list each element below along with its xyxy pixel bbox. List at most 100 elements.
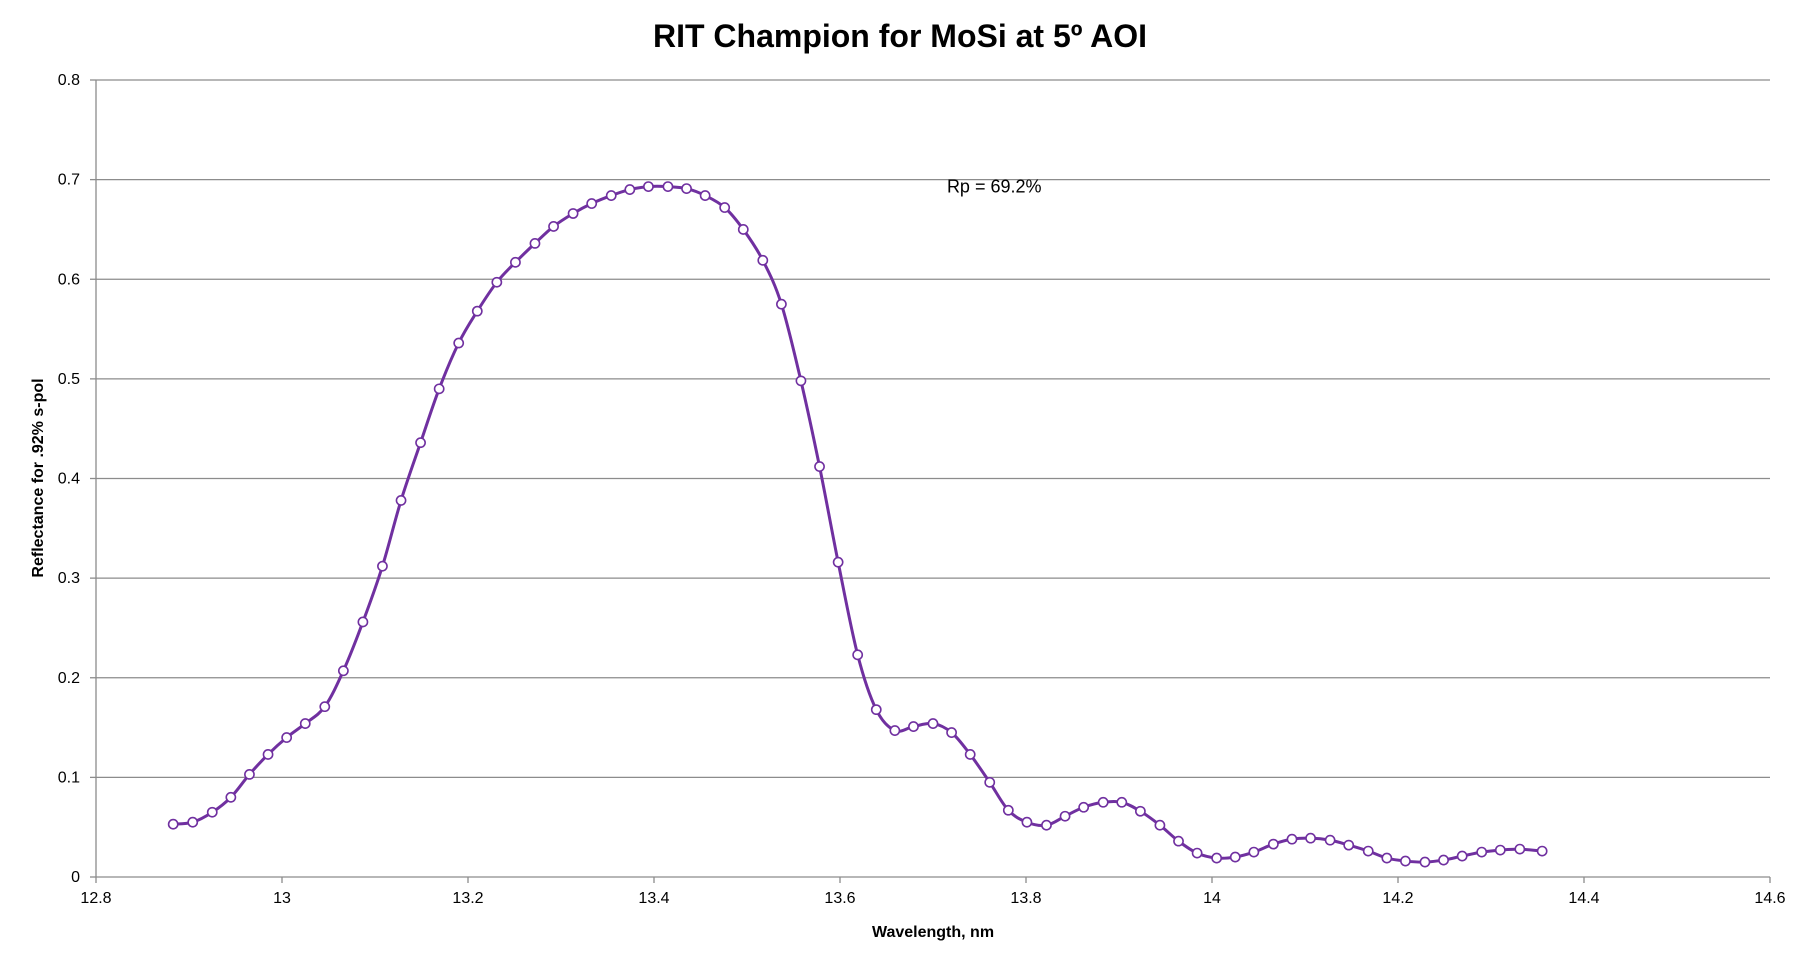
data-point <box>1476 846 1488 858</box>
data-point <box>1494 844 1506 856</box>
x-tick-label: 12.8 <box>80 890 111 907</box>
x-tick-label: 13.2 <box>452 890 483 907</box>
data-point <box>567 208 579 219</box>
data-point <box>415 437 426 449</box>
x-tick-label: 14.2 <box>1382 890 1413 907</box>
data-point <box>832 556 844 568</box>
data-point <box>395 495 407 506</box>
data-point <box>605 190 617 201</box>
y-tick-label: 0.3 <box>58 570 80 587</box>
data-point <box>1438 854 1449 866</box>
data-point <box>187 816 199 828</box>
data-point <box>1286 833 1298 845</box>
data-point <box>262 749 274 760</box>
data-point <box>167 818 179 830</box>
data-point <box>244 768 255 780</box>
data-point <box>377 560 388 572</box>
data-point <box>737 224 749 235</box>
data-point <box>643 181 654 192</box>
data-point <box>1536 845 1548 857</box>
peak-annotation: Rp = 69.2% <box>947 177 1042 197</box>
data-point <box>357 616 369 628</box>
data-point <box>889 725 901 736</box>
x-tick-label: 13.8 <box>1010 890 1041 907</box>
y-tick-label: 0.6 <box>58 271 80 288</box>
data-point <box>453 337 465 349</box>
data-point <box>1154 819 1166 831</box>
data-point <box>1419 856 1431 868</box>
x-axis-label: Wavelength, nm <box>872 924 994 941</box>
data-point <box>1324 834 1336 846</box>
data-point <box>510 256 521 268</box>
y-tick-label: 0.2 <box>58 670 80 687</box>
data-point <box>776 298 787 310</box>
data-point <box>1002 804 1014 816</box>
data-point <box>1173 835 1184 847</box>
data-point <box>1362 845 1374 857</box>
y-tick-label: 0 <box>71 869 80 886</box>
data-point <box>1059 810 1071 822</box>
data-point <box>1456 850 1468 862</box>
data-point <box>757 254 769 266</box>
data-point <box>927 718 939 729</box>
data-point <box>529 237 541 249</box>
y-tick-label: 0.5 <box>58 371 80 388</box>
data-point <box>1041 819 1052 831</box>
data-point <box>984 776 996 788</box>
data-point <box>946 727 957 738</box>
data-point <box>852 649 864 661</box>
data-point <box>337 665 349 677</box>
series-line <box>173 184 1543 864</box>
data-point <box>471 305 483 317</box>
data-point <box>964 749 976 760</box>
data-point <box>814 461 825 472</box>
y-axis-label: Reflectance for .92% s-pol <box>30 378 47 577</box>
x-tick-label: 14.4 <box>1568 890 1599 907</box>
data-point <box>1191 847 1203 859</box>
data-point <box>433 383 445 395</box>
data-point <box>1078 801 1090 813</box>
y-tick-label: 0.7 <box>58 172 80 189</box>
data-point <box>225 791 237 803</box>
x-tick-label: 14 <box>1203 890 1221 907</box>
data-point <box>795 375 807 387</box>
data-point <box>1211 852 1223 864</box>
tick-labels: 0 0.1 0.2 0.3 0.4 0.5 0.6 0.7 0.8 12.8 13 13.2 13.4 1… <box>58 72 1786 907</box>
data-point <box>1229 851 1241 863</box>
data-point <box>1021 816 1033 828</box>
data-point <box>1134 805 1146 817</box>
data-point <box>281 732 293 743</box>
chart-title: RIT Champion for MoSi at 5º AOI <box>653 18 1147 54</box>
gridlines <box>90 79 1771 883</box>
data-point <box>699 190 711 201</box>
data-point <box>586 198 598 209</box>
y-tick-label: 0.8 <box>58 72 80 89</box>
data-point <box>1343 839 1355 851</box>
x-tick-label: 14.6 <box>1754 890 1785 907</box>
data-point <box>206 806 218 818</box>
y-tick-label: 0.1 <box>58 769 80 786</box>
x-tick-label: 13.6 <box>824 890 855 907</box>
data-point <box>1116 796 1128 808</box>
data-point <box>681 183 692 194</box>
data-point <box>870 704 882 716</box>
data-point <box>1097 796 1109 808</box>
data-point <box>491 276 503 288</box>
axes <box>95 80 1770 878</box>
data-point <box>1305 832 1316 844</box>
data-point <box>624 184 636 195</box>
data-point <box>1267 838 1279 850</box>
data-point <box>1514 843 1526 855</box>
x-tick-label: 13 <box>273 890 291 907</box>
data-point <box>908 721 919 732</box>
data-point <box>1381 852 1393 864</box>
series-layer <box>167 181 1548 868</box>
data-point <box>1400 855 1411 867</box>
y-tick-label: 0.4 <box>58 471 80 488</box>
data-point <box>662 181 674 192</box>
data-point <box>548 221 559 232</box>
x-tick-label: 13.4 <box>638 890 669 907</box>
data-point <box>299 718 311 729</box>
